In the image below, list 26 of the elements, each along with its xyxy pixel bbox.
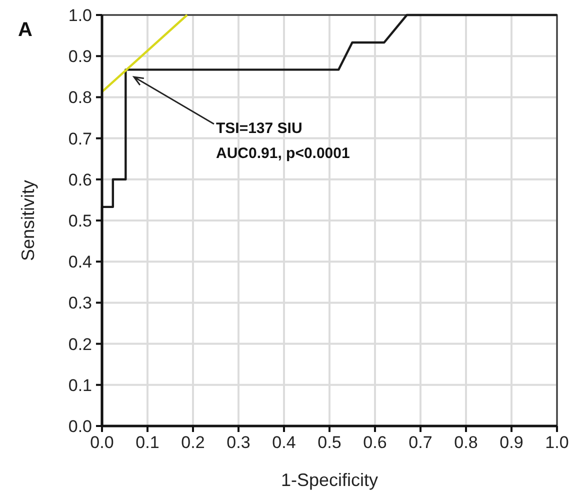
- y-tick-label: 0.2: [68, 334, 92, 354]
- x-tick-label: 0.3: [226, 433, 250, 452]
- x-tick-label: 0.4: [272, 433, 296, 452]
- y-tick-label: 0.0: [68, 417, 92, 436]
- chart-title: A: [18, 19, 32, 41]
- x-tick-label: 0.0: [90, 433, 114, 452]
- y-tick-label: 0.8: [68, 88, 92, 108]
- y-tick-label: 0.4: [68, 252, 92, 272]
- y-axis-title: Sensitivity: [18, 180, 38, 262]
- y-tick-label: 0.5: [68, 212, 92, 230]
- x-axis-title: 1-Specificity: [280, 470, 378, 490]
- y-tick-label: 0.6: [68, 170, 92, 190]
- x-tick-label: 0.2: [181, 433, 205, 452]
- x-tick-label: 1.0: [545, 433, 569, 452]
- y-tick-label: 0.7: [68, 129, 92, 148]
- y-tick-label: 0.1: [68, 376, 92, 395]
- y-tick-label: 0.3: [68, 294, 92, 313]
- x-tick-label: 0.8: [454, 433, 478, 452]
- y-tick-label: 0.9: [68, 47, 92, 66]
- x-tick-label: 0.7: [408, 433, 432, 452]
- x-tick-label: 0.6: [363, 433, 387, 452]
- x-tick-label: 0.1: [136, 433, 160, 452]
- x-tick-label: 0.9: [500, 433, 524, 452]
- annotation: TSI=137 SIU AUC0.91, p<0.0001: [216, 120, 350, 162]
- y-tick-label: 1.0: [68, 6, 92, 25]
- x-tick-label: 0.5: [318, 433, 342, 452]
